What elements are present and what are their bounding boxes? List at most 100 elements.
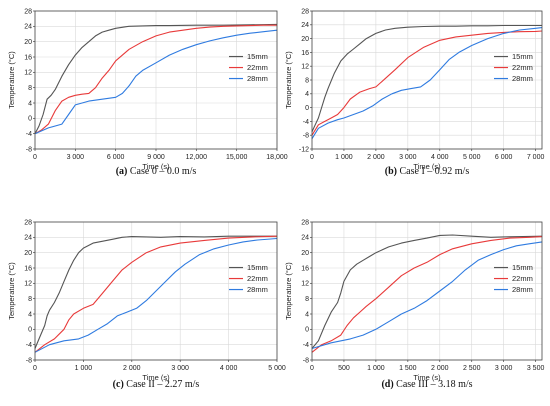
y-tick-label: -8 xyxy=(303,133,309,140)
y-tick-label: 12 xyxy=(24,70,32,77)
y-tick-label: 4 xyxy=(28,311,32,318)
series-line-15mm xyxy=(34,235,277,349)
caption-label: (b) xyxy=(385,166,397,177)
x-tick-label: 4 000 xyxy=(431,154,449,161)
plot-frame xyxy=(311,221,543,361)
y-tick-label: 24 xyxy=(301,235,309,242)
y-tick-label: -12 xyxy=(299,146,309,153)
x-tick-label: 6 000 xyxy=(495,154,513,161)
x-tick-label: 2 000 xyxy=(367,154,385,161)
x-tick-label: 2 000 xyxy=(431,365,449,372)
chart-panel-2: -12 -8 -4 0 4 8 12 16 20 24 28 0 1 000 2 000 3 000 4 00… xyxy=(284,8,544,177)
y-tick-label: -8 xyxy=(303,357,309,364)
caption-text: Case 0 – 0.0 m/s xyxy=(127,166,196,177)
series-line-22mm xyxy=(34,235,278,353)
y-axis-label: Temperature (°C) xyxy=(7,51,16,109)
x-tick-label: 1 000 xyxy=(75,365,93,372)
y-tick-label: 28 xyxy=(24,219,32,226)
caption-text: Case III – 3.18 m/s xyxy=(394,379,473,390)
series-line-28mm xyxy=(311,27,543,139)
legend: 15mm 22mm 28mm xyxy=(229,263,268,294)
x-tick-label: 7 000 xyxy=(527,154,545,161)
x-tick-label: 2 000 xyxy=(123,365,141,372)
x-tick-label: 15,000 xyxy=(226,154,248,161)
y-tick-label: 12 xyxy=(24,281,32,288)
y-tick-label: 20 xyxy=(24,250,32,257)
plot-frame xyxy=(34,221,278,361)
x-tick-label: 1 000 xyxy=(367,365,385,372)
series-line-15mm xyxy=(311,24,542,133)
y-axis-label: Temperature (°C) xyxy=(7,262,16,320)
x-tick-label: 3 000 xyxy=(171,365,189,372)
y-tick-label: -4 xyxy=(26,342,32,349)
y-tick-label: 8 xyxy=(28,296,32,303)
panel-caption: (d) Case III – 3.18 m/s xyxy=(381,379,472,390)
y-tick-label: 28 xyxy=(301,8,309,15)
y-tick-label: 24 xyxy=(24,235,32,242)
legend-label: 22mm xyxy=(512,63,533,72)
y-tick-label: -4 xyxy=(303,342,309,349)
y-axis-label: Temperature (°C) xyxy=(284,262,293,320)
chart-panel-3: -8 -4 0 4 8 12 16 20 24 28 0 1 000 2 000 3 000 4 000 5 … xyxy=(7,219,286,390)
legend-label: 28mm xyxy=(512,285,533,294)
legend-label: 28mm xyxy=(247,74,268,83)
caption-label: (a) xyxy=(116,166,128,177)
x-tick-label: 3 500 xyxy=(527,365,545,372)
y-tick-label: 4 xyxy=(305,91,309,98)
series-line-15mm xyxy=(34,23,278,134)
caption-text: Case I – 0.92 m/s xyxy=(397,166,469,177)
legend-label: 15mm xyxy=(512,52,533,61)
legend-label: 28mm xyxy=(512,74,533,83)
y-axis-label: Temperature (°C) xyxy=(284,51,293,109)
x-tick-label: 1 000 xyxy=(335,154,353,161)
legend-label: 22mm xyxy=(512,274,533,283)
x-tick-label: 0 xyxy=(33,154,37,161)
series-line-28mm xyxy=(311,241,543,350)
y-tick-label: 28 xyxy=(301,219,309,226)
y-tick-label: 28 xyxy=(24,8,32,15)
y-tick-label: -8 xyxy=(26,146,32,153)
x-tick-label: 12,000 xyxy=(186,154,208,161)
x-tick-label: 1 500 xyxy=(399,365,417,372)
y-tick-label: 20 xyxy=(24,39,32,46)
y-tick-label: 16 xyxy=(24,265,32,272)
legend-label: 28mm xyxy=(247,285,268,294)
y-tick-label: 0 xyxy=(305,327,309,334)
x-tick-label: 6 000 xyxy=(107,154,125,161)
series-line-22mm xyxy=(34,24,277,135)
panel-caption: (c) Case II – 2.27 m/s xyxy=(113,379,200,390)
x-tick-label: 9 000 xyxy=(147,154,165,161)
x-tick-label: 3 000 xyxy=(67,154,85,161)
x-tick-label: 4 000 xyxy=(220,365,238,372)
x-tick-label: 3 000 xyxy=(399,154,417,161)
x-tick-label: 2 500 xyxy=(463,365,481,372)
x-axis-label: Time (s) xyxy=(142,162,170,171)
legend: 15mm 22mm 28mm xyxy=(494,263,533,294)
x-axis-label: Time (s) xyxy=(413,162,441,171)
legend-label: 15mm xyxy=(247,263,268,272)
x-tick-label: 0 xyxy=(33,365,37,372)
legend: 15mm 22mm 28mm xyxy=(494,52,533,83)
legend-label: 22mm xyxy=(247,274,268,283)
x-axis-label: Time (s) xyxy=(142,373,170,382)
y-tick-label: 16 xyxy=(301,265,309,272)
panel-caption: (b) Case I – 0.92 m/s xyxy=(385,166,470,177)
caption-label: (c) xyxy=(113,379,124,390)
y-tick-label: 4 xyxy=(28,100,32,107)
y-tick-label: -4 xyxy=(303,119,309,126)
series-line-22mm xyxy=(311,30,543,136)
panel-caption: (a) Case 0 – 0.0 m/s xyxy=(116,166,197,177)
y-tick-label: 12 xyxy=(301,281,309,288)
legend-label: 15mm xyxy=(512,263,533,272)
chart-panel-1: -8 -4 0 4 8 12 16 20 24 28 0 3 000 6 000 9 000 12,000 1… xyxy=(7,8,288,177)
x-tick-label: 18,000 xyxy=(266,154,288,161)
y-tick-label: 24 xyxy=(24,24,32,31)
y-tick-label: 20 xyxy=(301,250,309,257)
y-tick-label: 0 xyxy=(28,116,32,123)
y-tick-label: 0 xyxy=(305,105,309,112)
y-tick-label: 8 xyxy=(305,77,309,84)
series-line-15mm xyxy=(311,234,543,349)
series-line-22mm xyxy=(311,236,543,353)
y-tick-label: 0 xyxy=(28,327,32,334)
